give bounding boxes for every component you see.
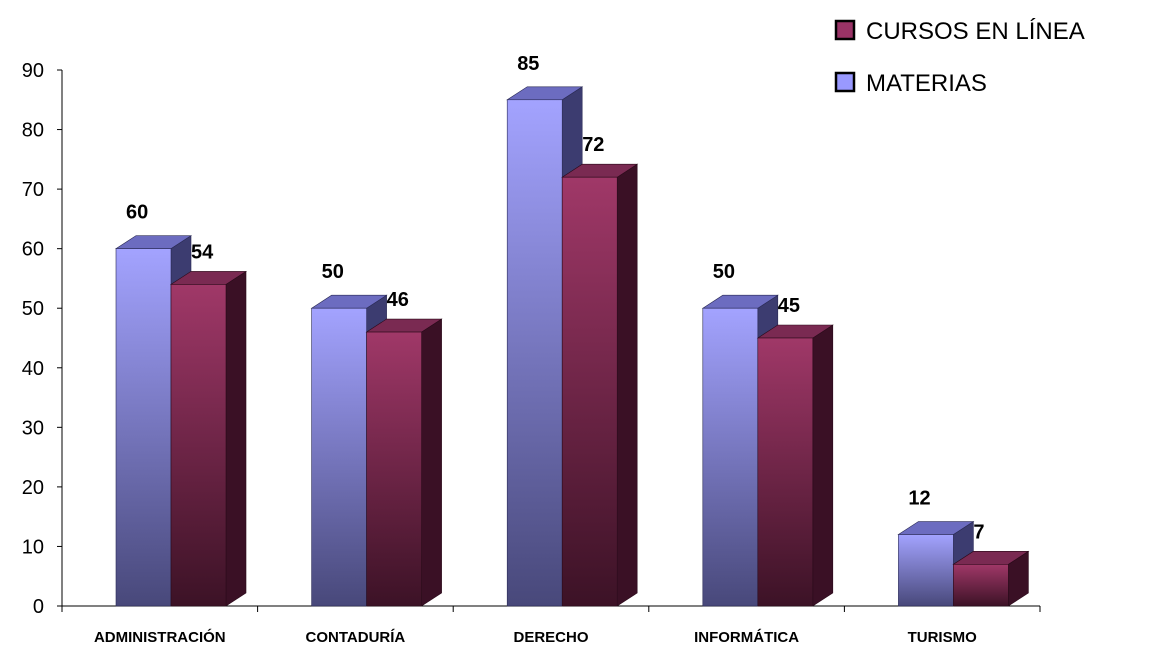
bar-front-face	[506, 99, 563, 607]
bar-side-face	[225, 270, 247, 607]
y-tick-label: 0	[33, 596, 44, 618]
legend-item: CURSOS EN LÍNEA	[834, 18, 1085, 45]
y-tick-label: 90	[22, 60, 44, 82]
y-tick-label: 80	[22, 120, 44, 142]
y-tick-label: 60	[22, 239, 44, 261]
bar-front-face	[311, 307, 367, 607]
data-label: 12	[908, 488, 930, 510]
bar-cursos-en-linea	[169, 270, 248, 607]
legend-swatch	[834, 71, 856, 93]
bar-front-face	[898, 534, 954, 607]
y-tick-label: 30	[22, 417, 44, 439]
data-label: 50	[713, 261, 735, 283]
bar-cursos-en-linea	[561, 163, 639, 607]
legend-swatch	[834, 19, 856, 41]
legend-label: MATERIAS	[866, 70, 987, 97]
x-tick-label: INFORMÁTICA	[694, 629, 799, 646]
data-label: 54	[191, 241, 214, 263]
y-tick-label: 20	[22, 477, 44, 499]
x-tick-label: ADMINISTRACIÓN	[94, 628, 226, 646]
data-label: 60	[126, 202, 148, 224]
x-tick-label: TURISMO	[908, 629, 977, 646]
bar-side-face	[616, 163, 638, 607]
bar-front-face	[170, 284, 227, 607]
data-label: 85	[517, 53, 539, 75]
legend: CURSOS EN LÍNEA MATERIAS	[834, 18, 1085, 97]
y-tick-label: 70	[22, 179, 44, 201]
legend-label: CURSOS EN LÍNEA	[866, 18, 1085, 45]
y-tick-label: 10	[22, 536, 44, 558]
bar-side-face	[421, 318, 442, 607]
bar-front-face	[702, 307, 759, 607]
data-label: 72	[582, 134, 604, 156]
bar-front-face	[561, 176, 618, 607]
axes: 0 10 20 30 40 50 60 70 80 90	[22, 60, 1041, 618]
y-tick-label: 50	[22, 298, 44, 320]
bar-cursos-en-linea	[756, 324, 834, 607]
bar-front-face	[366, 331, 422, 607]
x-tick-label: DERECHO	[513, 629, 588, 646]
bar-side-face	[812, 324, 834, 607]
bars	[114, 86, 1030, 607]
data-label: 45	[778, 295, 800, 317]
bar-front-face	[115, 248, 172, 607]
data-label: 50	[322, 261, 344, 283]
legend-item: MATERIAS	[834, 70, 987, 97]
data-label: 46	[387, 289, 409, 311]
bar-front-face	[757, 337, 814, 607]
data-label: 7	[973, 521, 984, 543]
bar-front-face	[953, 564, 1009, 607]
bar-cursos-en-linea	[952, 550, 1030, 607]
labels: ADMINISTRACIÓN CONTADURÍA DERECHO INFORMÁTI…	[94, 53, 985, 646]
y-tick-label: 40	[22, 358, 44, 380]
x-tick-label: CONTADURÍA	[306, 629, 406, 646]
bar-cursos-en-linea	[365, 318, 443, 607]
